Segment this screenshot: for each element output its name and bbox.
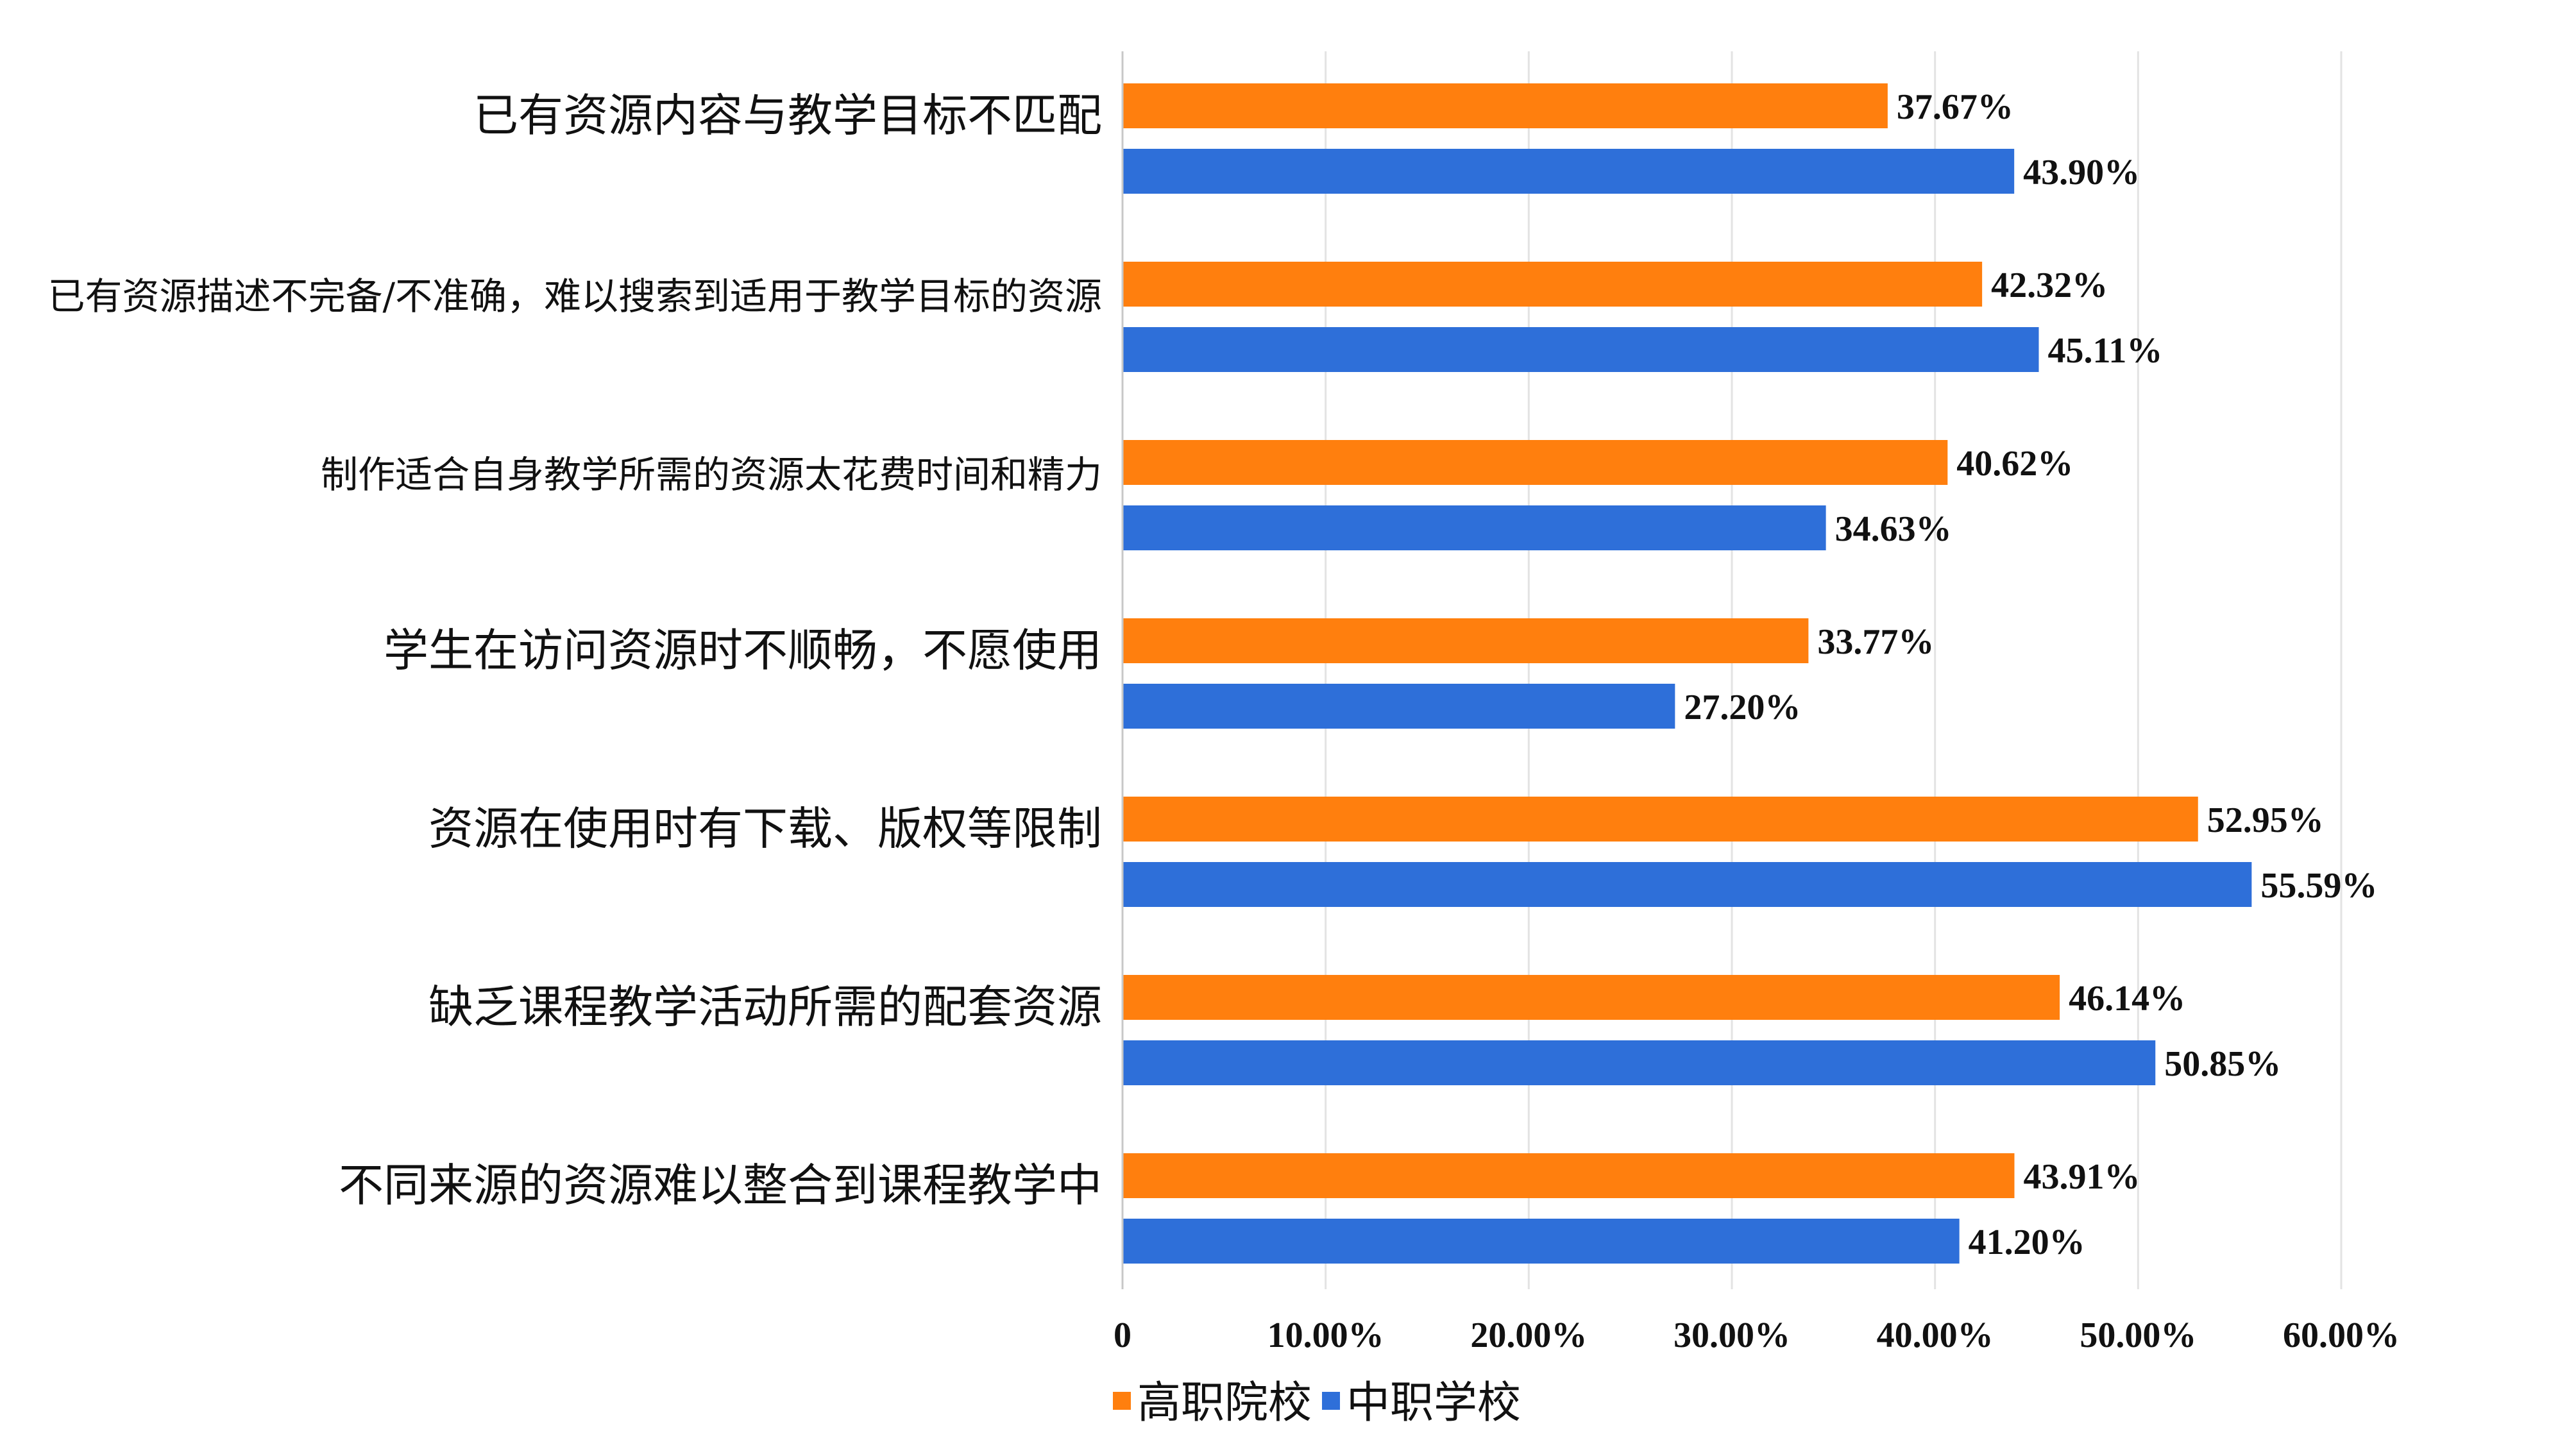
data-label: 41.20% xyxy=(1969,1223,2085,1262)
x-tick-label: 60.00% xyxy=(2283,1316,2400,1355)
x-tick-label: 20.00% xyxy=(1470,1316,1587,1355)
data-label: 40.62% xyxy=(1956,444,2073,484)
bar xyxy=(1123,862,2252,907)
x-tick-label: 50.00% xyxy=(2080,1316,2196,1355)
bar xyxy=(1123,1040,2156,1085)
data-label: 37.67% xyxy=(1897,87,2013,127)
category-label: 学生在访问资源时不顺畅，不愿使用 xyxy=(384,624,1102,677)
bar xyxy=(1123,618,1809,663)
x-tick-label: 40.00% xyxy=(1877,1316,1994,1355)
legend: 高职院校 中职学校 xyxy=(1113,1378,1521,1428)
bar xyxy=(1123,327,2039,372)
legend-label: 中职学校 xyxy=(1346,1378,1521,1428)
legend-label: 高职院校 xyxy=(1137,1378,1312,1428)
x-tick-label: 30.00% xyxy=(1674,1316,1790,1355)
category-label: 制作适合自身教学所需的资源太花费时间和精力 xyxy=(321,453,1102,496)
data-label: 46.14% xyxy=(2069,979,2185,1019)
data-label: 27.20% xyxy=(1684,688,1801,727)
data-label: 43.90% xyxy=(2023,153,2140,192)
bar xyxy=(1123,440,1948,485)
bar xyxy=(1123,149,2015,194)
category-label: 缺乏课程教学活动所需的配套资源 xyxy=(428,981,1102,1033)
bar xyxy=(1123,1219,1960,1264)
legend-swatch xyxy=(1322,1392,1341,1410)
category-label: 资源在使用时有下载、版权等限制 xyxy=(428,802,1102,855)
data-label: 45.11% xyxy=(2047,331,2162,371)
data-label: 34.63% xyxy=(1835,509,1952,549)
data-label: 33.77% xyxy=(1817,622,1934,662)
data-label: 50.85% xyxy=(2164,1044,2281,1084)
bar xyxy=(1123,684,1675,729)
data-label: 55.59% xyxy=(2260,866,2377,906)
data-label: 42.32% xyxy=(1991,266,2108,305)
category-label: 已有资源内容与教学目标不匹配 xyxy=(473,89,1102,142)
bar xyxy=(1123,975,2060,1020)
data-label: 52.95% xyxy=(2207,800,2324,840)
category-label: 已有资源描述不完备/不准确，难以搜索到适用于教学目标的资源 xyxy=(47,275,1102,318)
axis-layer: 0 10.00% 20.00% 30.00% 40.00% 50.00% 60.00% xyxy=(1114,51,2400,1355)
bar xyxy=(1123,505,1826,550)
bar xyxy=(1123,262,1983,307)
label-layer: 37.67% 43.90% 已有资源内容与教学目标不匹配 42.32% 45.11% 已有… xyxy=(47,87,2377,1262)
category-label: 不同来源的资源难以整合到课程教学中 xyxy=(339,1159,1102,1212)
x-tick-label: 0 xyxy=(1114,1316,1131,1355)
data-label: 43.91% xyxy=(2023,1157,2140,1197)
bar xyxy=(1123,83,1888,128)
legend-swatch xyxy=(1113,1392,1131,1410)
bar xyxy=(1123,797,2198,842)
grid-layer xyxy=(1325,51,2343,1289)
bar xyxy=(1123,1153,2015,1198)
x-tick-label: 10.00% xyxy=(1267,1316,1384,1355)
bar-layer xyxy=(1123,83,2252,1264)
